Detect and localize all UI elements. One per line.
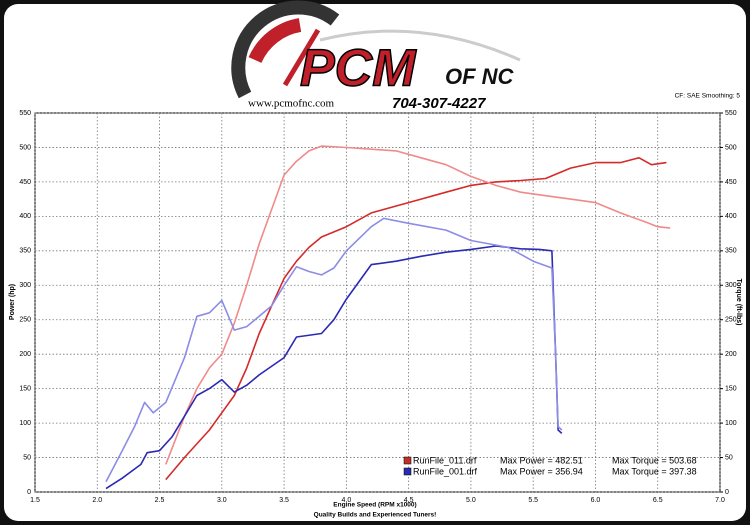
legend-max-power: Max Power = 356.94 [500,466,583,476]
y-axis-title: Power (hp) [9,284,16,320]
legend-swatch [403,456,412,465]
y-tick-label: 500 [19,144,31,151]
logo: PCM OF NC www.pcmofnc.com 704-307-4227 [231,0,521,112]
series-line [165,145,671,465]
x-tick-label: 1.5 [30,497,40,504]
brand-suffix: OF NC [445,64,515,89]
y2-tick-label: 200 [725,351,737,358]
y2-tick-label: 100 [725,420,737,427]
y2-tick-label: 400 [725,213,737,220]
x-tick-label: 4.5 [404,497,414,504]
legend-max-torque: Max Torque = 503.68 [612,455,697,465]
settings: CF: SAE Smoothing: 5 [675,93,741,100]
y2-tick-label: 0 [725,489,729,496]
car-outline [319,29,521,62]
series-line [105,245,563,490]
y2-tick-label: 250 [725,317,737,324]
footer: Quality Builds and Experienced Tuners! [314,512,437,519]
y2-axis-title: Torque (ft-lbs) [735,279,742,326]
x-axis-title: Engine Speed (RPM x1000) [333,502,416,509]
marks: 1.5 2.0 2.5 3.0 3.5 4.0 4.5 5.0 5.5 6.0 6.5 7.00501… [19,110,736,504]
gauge-red [248,18,302,64]
y2-tick-label: 350 [725,248,737,255]
series-line [105,217,563,483]
legend-swatch [403,467,412,476]
y2-tick-label: 550 [725,110,737,117]
website: www.pcmofnc.com [248,98,334,110]
x-tick-label: 6.0 [591,497,601,504]
y-tick-label: 150 [19,385,31,392]
x-tick-label: 6.5 [653,497,663,504]
x-tick-label: 3.0 [217,497,227,504]
plot-area [34,112,721,493]
y-tick-label: 550 [19,110,31,117]
y-tick-label: 100 [19,420,31,427]
y-tick-label: 300 [19,282,31,289]
legend-max-power: Max Power = 482.51 [500,455,583,465]
legend-max-torque: Max Torque = 397.38 [612,466,697,476]
legend-file: RunFile_011.drf [413,455,477,465]
y2-tick-label: 450 [725,179,737,186]
phone: 704-307-4227 [392,95,486,112]
x-tick-label: 2.0 [92,497,102,504]
y-tick-label: 450 [19,179,31,186]
y-tick-label: 50 [23,454,31,461]
needle [282,28,321,87]
legend-file: RunFile_001.drf [413,466,478,476]
x-tick-label: 4.0 [341,497,351,504]
y2-tick-label: 50 [725,454,733,461]
x-tick-label: 5.5 [528,497,538,504]
series-line [165,157,667,481]
x-tick-label: 3.5 [279,497,289,504]
y-tick-label: 250 [19,317,31,324]
y-tick-label: 0 [27,489,31,496]
brand: PCM [300,40,417,98]
x-tick-label: 7.0 [715,497,725,504]
x-tick-label: 2.5 [155,497,165,504]
y2-tick-label: 300 [725,282,737,289]
y2-tick-label: 150 [725,385,737,392]
y-tick-label: 200 [19,351,31,358]
y-tick-label: 350 [19,248,31,255]
y2-tick-label: 500 [725,144,737,151]
gauge [231,0,340,99]
legend: RunFile_011.drf Max Power = 482.51 Max T… [403,455,697,476]
x-tick-label: 5.0 [466,497,476,504]
y-tick-label: 400 [19,213,31,220]
